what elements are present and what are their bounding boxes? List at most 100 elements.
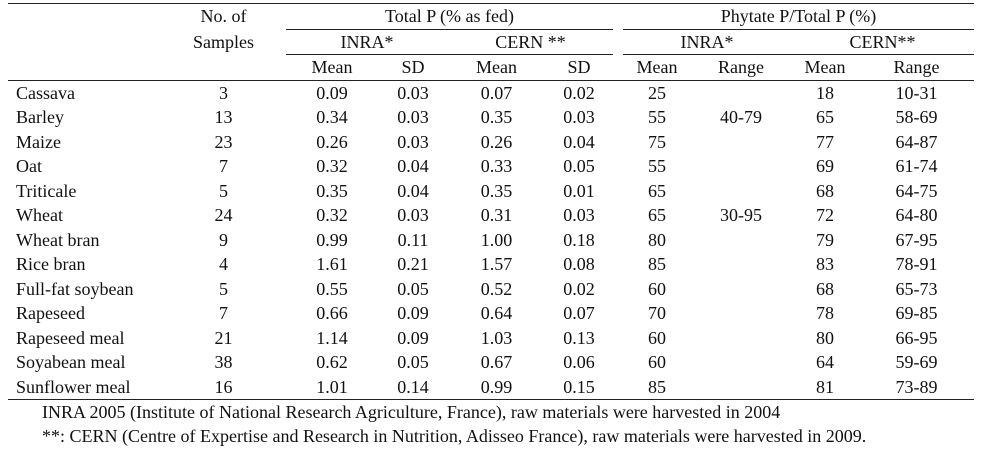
phytate-cern-mean: 81 <box>791 374 859 400</box>
phytate-inra-range <box>691 277 791 302</box>
feed-name: Full-fat soybean <box>16 278 134 299</box>
phytate-inra-mean: 80 <box>648 229 666 250</box>
phytate-cern-range: 73-89 <box>859 374 974 400</box>
cern-mean: 0.99 <box>448 374 545 400</box>
phytate-cern-mean: 68 <box>816 180 834 201</box>
inra-mean: 0.66 <box>316 303 348 323</box>
cern-sd: 0.18 <box>563 229 595 250</box>
feed-name: Triticale <box>16 180 77 201</box>
phosphorus-table: No. of Total P (% as fed) Phytate P/Tota… <box>8 3 974 400</box>
inra-sd: 0.05 <box>397 278 429 299</box>
sample-count: 24 <box>214 205 233 225</box>
col-range: Range <box>691 54 791 81</box>
feed-name: Cassava <box>16 82 75 103</box>
phytate-cern-range: 64-75 <box>895 180 938 201</box>
phytate-inra-mean: 55 <box>648 156 666 176</box>
col-mean: Mean <box>791 54 859 81</box>
col-range: Range <box>859 54 974 81</box>
table-row: Maize 23 0.26 0.03 0.26 0.04 75 77 64-87 <box>8 130 974 155</box>
cern-sd: 0.04 <box>563 131 595 152</box>
phytate-inra-range <box>691 228 791 253</box>
phytate-cern-range: 67-95 <box>895 229 938 250</box>
phytate-inra-range <box>691 326 791 351</box>
cern-sd: 0.01 <box>563 180 595 201</box>
cern-mean: 0.35 <box>480 107 513 127</box>
phytate-cern-mean: 72 <box>816 205 834 225</box>
feed-name: Maize <box>16 131 61 152</box>
inra-mean: 0.99 <box>316 229 348 250</box>
cern-sd: 0.02 <box>563 278 595 299</box>
phytate-inra-mean: 65 <box>648 180 666 201</box>
sample-count: 3 <box>219 82 228 103</box>
feed-name: Rapeseed <box>16 303 85 323</box>
cern-mean: 0.52 <box>480 278 513 299</box>
inra-mean: 1.14 <box>316 327 348 348</box>
feed-name: Sunflower meal <box>8 374 171 400</box>
inra-mean: 0.32 <box>316 156 348 176</box>
sample-count: 21 <box>214 327 233 348</box>
inra-mean: 0.32 <box>316 205 348 225</box>
phytate-inra-mean: 65 <box>648 205 666 225</box>
table-row: Barley 13 0.34 0.03 0.35 0.03 55 40-79 65 58-69 <box>8 105 974 130</box>
cern-mean: 0.33 <box>480 156 513 176</box>
phytate-cern-mean: 69 <box>816 156 834 176</box>
cern-mean: 0.07 <box>480 82 513 103</box>
table-row: Oat 7 0.32 0.04 0.33 0.05 55 69 61-74 <box>8 154 974 179</box>
phytate-cern-mean: 78 <box>816 303 834 323</box>
inra-mean: 0.55 <box>316 278 348 299</box>
note-cern: **: CERN (Centre of Expertise and Resear… <box>42 426 867 446</box>
sample-count: 23 <box>214 131 233 152</box>
inra-sd: 0.11 <box>397 229 429 250</box>
phytate-inra-header: INRA* <box>623 29 791 55</box>
table-row: Soyabean meal 38 0.62 0.05 0.67 0.06 60 64 59-69 <box>8 350 974 375</box>
col-sd: SD <box>378 54 448 81</box>
phytate-inra-range: 40-79 <box>720 107 762 127</box>
phytate-cern-mean: 83 <box>816 254 834 274</box>
col-mean: Mean <box>623 54 691 81</box>
col-mean: Mean <box>448 54 545 81</box>
phytate-cern-header: CERN** <box>791 29 974 55</box>
cern-sd: 0.06 <box>563 352 595 372</box>
sample-count: 7 <box>219 156 228 176</box>
cern-sd: 0.03 <box>563 107 595 127</box>
inra-mean: 0.62 <box>316 352 348 372</box>
table-body: Cassava 3 0.09 0.03 0.07 0.02 25 18 10-31 Barley 1… <box>8 80 974 400</box>
cern-mean: 0.35 <box>480 180 513 201</box>
cern-mean: 0.64 <box>480 303 513 323</box>
inra-mean: 1.61 <box>316 254 348 274</box>
table-header: No. of Total P (% as fed) Phytate P/Tota… <box>8 3 974 81</box>
phytate-cern-mean: 18 <box>816 82 834 103</box>
inra-sd: 0.21 <box>397 254 429 274</box>
phytate-cern-range: 64-80 <box>895 205 938 225</box>
table-notes: INRA 2005 (Institute of National Researc… <box>42 400 926 448</box>
phytate-inra-range <box>691 252 791 277</box>
phytate-inra-range: 30-95 <box>720 205 762 225</box>
phytate-cern-mean: 80 <box>816 327 834 348</box>
phytate-inra-mean: 55 <box>648 107 666 127</box>
feed-name: Oat <box>16 156 42 176</box>
phytate-inra-range <box>691 350 791 375</box>
inra-mean: 0.09 <box>316 82 348 103</box>
table-row: Rapeseed 7 0.66 0.09 0.64 0.07 70 78 69-85 <box>8 301 974 326</box>
inra-mean: 0.34 <box>316 107 348 127</box>
cern-mean: 0.67 <box>480 352 513 372</box>
table-row: Rice bran 4 1.61 0.21 1.57 0.08 85 83 78-91 <box>8 252 974 277</box>
cern-sd: 0.02 <box>563 82 595 103</box>
inra-mean: 0.26 <box>316 131 348 152</box>
phytate-inra-range <box>691 301 791 326</box>
phytate-inra-mean: 25 <box>648 82 666 103</box>
inra-sd: 0.14 <box>378 374 448 400</box>
inra-sd: 0.05 <box>397 352 429 372</box>
phytate-inra-mean: 85 <box>648 254 666 274</box>
phytate-p-header: Phytate P/Total P (%) <box>623 3 974 30</box>
cern-mean: 1.57 <box>480 254 513 274</box>
table-row: Sunflower meal 16 1.01 0.14 0.99 0.15 85 81 73-8… <box>8 374 974 400</box>
cern-mean: 0.31 <box>480 205 513 225</box>
feed-name: Wheat <box>16 205 63 225</box>
inra-sd: 0.03 <box>397 82 429 103</box>
sample-count: 7 <box>219 303 228 323</box>
phytate-cern-range: 59-69 <box>895 352 938 372</box>
phytate-cern-range: 64-87 <box>895 131 938 152</box>
note-inra: INRA 2005 (Institute of National Researc… <box>42 402 781 422</box>
phytate-cern-mean: 77 <box>816 131 834 152</box>
